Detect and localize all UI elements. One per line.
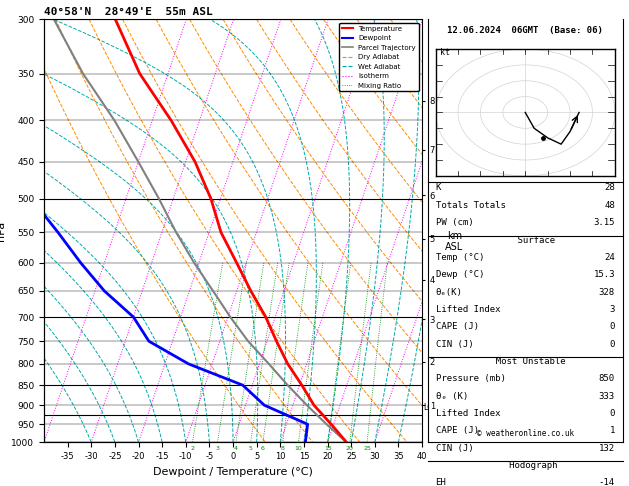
- Text: Dewp (°C): Dewp (°C): [435, 270, 484, 279]
- Text: CIN (J): CIN (J): [435, 444, 473, 452]
- Text: 2: 2: [191, 447, 194, 451]
- Text: Totals Totals: Totals Totals: [435, 201, 506, 210]
- Text: 3: 3: [216, 447, 220, 451]
- Text: Hodograph: Hodograph: [493, 461, 557, 470]
- Text: θₑ (K): θₑ (K): [435, 392, 468, 400]
- Text: 5: 5: [248, 447, 253, 451]
- Text: 8: 8: [281, 447, 285, 451]
- Text: Most Unstable: Most Unstable: [485, 357, 565, 366]
- Text: 3: 3: [610, 305, 615, 314]
- Text: 24: 24: [604, 253, 615, 262]
- Text: 6: 6: [261, 447, 265, 451]
- Text: 15: 15: [325, 447, 332, 451]
- Text: 20: 20: [346, 447, 353, 451]
- Text: Surface: Surface: [496, 236, 555, 244]
- Text: 48: 48: [604, 201, 615, 210]
- Text: PW (cm): PW (cm): [435, 218, 473, 227]
- Text: 0: 0: [610, 322, 615, 331]
- Text: EH: EH: [435, 478, 447, 486]
- Text: Lifted Index: Lifted Index: [435, 305, 500, 314]
- Text: 850: 850: [599, 374, 615, 383]
- Text: 10: 10: [294, 447, 303, 451]
- Text: LCL: LCL: [423, 403, 437, 412]
- Y-axis label: hPa: hPa: [0, 221, 6, 241]
- Text: 25: 25: [363, 447, 371, 451]
- Text: CAPE (J): CAPE (J): [435, 322, 479, 331]
- Text: 3.15: 3.15: [593, 218, 615, 227]
- Text: Pressure (mb): Pressure (mb): [435, 374, 506, 383]
- Text: 333: 333: [599, 392, 615, 400]
- Text: CIN (J): CIN (J): [435, 340, 473, 348]
- Text: K: K: [435, 184, 441, 192]
- Text: kt: kt: [440, 49, 450, 57]
- Text: © weatheronline.co.uk: © weatheronline.co.uk: [477, 429, 574, 438]
- Text: 15.3: 15.3: [593, 270, 615, 279]
- Text: 4: 4: [234, 447, 238, 451]
- Text: 0: 0: [610, 340, 615, 348]
- Text: Lifted Index: Lifted Index: [435, 409, 500, 418]
- Text: CAPE (J): CAPE (J): [435, 426, 479, 435]
- Y-axis label: km
ASL: km ASL: [445, 231, 464, 252]
- Text: 12.06.2024  06GMT  (Base: 06): 12.06.2024 06GMT (Base: 06): [447, 26, 603, 35]
- Text: 132: 132: [599, 444, 615, 452]
- Text: 1: 1: [610, 426, 615, 435]
- Text: -14: -14: [599, 478, 615, 486]
- Text: 40°58'N  28°49'E  55m ASL: 40°58'N 28°49'E 55m ASL: [44, 7, 213, 17]
- Legend: Temperature, Dewpoint, Parcel Trajectory, Dry Adiabat, Wet Adiabat, Isotherm, Mi: Temperature, Dewpoint, Parcel Trajectory…: [340, 23, 418, 91]
- Text: 328: 328: [599, 288, 615, 296]
- Text: 0: 0: [610, 409, 615, 418]
- Text: 28: 28: [604, 184, 615, 192]
- X-axis label: Dewpoint / Temperature (°C): Dewpoint / Temperature (°C): [153, 467, 313, 477]
- Text: Temp (°C): Temp (°C): [435, 253, 484, 262]
- Text: θₑ(K): θₑ(K): [435, 288, 462, 296]
